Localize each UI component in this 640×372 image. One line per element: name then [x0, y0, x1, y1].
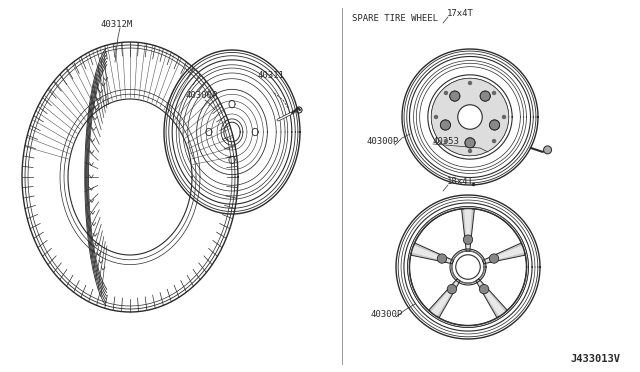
Text: 40300P: 40300P: [185, 91, 217, 100]
Polygon shape: [410, 253, 457, 311]
Text: 40312M: 40312M: [100, 20, 132, 29]
Text: SPARE TIRE WHEEL: SPARE TIRE WHEEL: [352, 14, 438, 23]
Circle shape: [296, 107, 302, 113]
Polygon shape: [435, 280, 460, 318]
Polygon shape: [412, 246, 452, 263]
Circle shape: [435, 115, 438, 119]
Polygon shape: [429, 279, 458, 313]
Circle shape: [463, 235, 473, 244]
Circle shape: [444, 140, 447, 142]
Circle shape: [490, 254, 499, 263]
Polygon shape: [438, 281, 499, 326]
Polygon shape: [413, 243, 454, 262]
Text: 40311: 40311: [258, 71, 285, 80]
Polygon shape: [431, 280, 459, 316]
Polygon shape: [483, 251, 525, 264]
Polygon shape: [479, 253, 526, 311]
Circle shape: [480, 91, 490, 101]
Text: 18x4T: 18x4T: [447, 177, 474, 186]
Polygon shape: [464, 209, 472, 250]
Circle shape: [479, 285, 489, 294]
Circle shape: [431, 78, 509, 156]
Circle shape: [450, 91, 460, 101]
Polygon shape: [469, 209, 522, 261]
Polygon shape: [476, 280, 501, 318]
Circle shape: [444, 92, 447, 94]
Circle shape: [440, 120, 451, 130]
Text: J433013V: J433013V: [570, 354, 620, 364]
Circle shape: [543, 146, 552, 154]
Text: 40300P: 40300P: [367, 137, 399, 146]
Circle shape: [493, 92, 495, 94]
Circle shape: [456, 255, 480, 279]
Polygon shape: [411, 251, 452, 264]
Polygon shape: [477, 279, 508, 313]
Polygon shape: [477, 280, 505, 316]
Text: 40353: 40353: [433, 137, 460, 146]
Text: 40300P: 40300P: [371, 310, 403, 319]
Polygon shape: [483, 243, 523, 262]
Circle shape: [447, 285, 456, 294]
Text: 17x4T: 17x4T: [447, 9, 474, 18]
Circle shape: [458, 105, 482, 129]
Circle shape: [468, 150, 472, 153]
Polygon shape: [483, 246, 525, 263]
Polygon shape: [461, 209, 468, 251]
Circle shape: [493, 140, 495, 142]
Circle shape: [490, 120, 500, 130]
Circle shape: [502, 115, 506, 119]
Circle shape: [437, 254, 447, 263]
Circle shape: [468, 81, 472, 84]
Circle shape: [465, 138, 475, 148]
Polygon shape: [468, 209, 474, 251]
Polygon shape: [414, 209, 467, 261]
